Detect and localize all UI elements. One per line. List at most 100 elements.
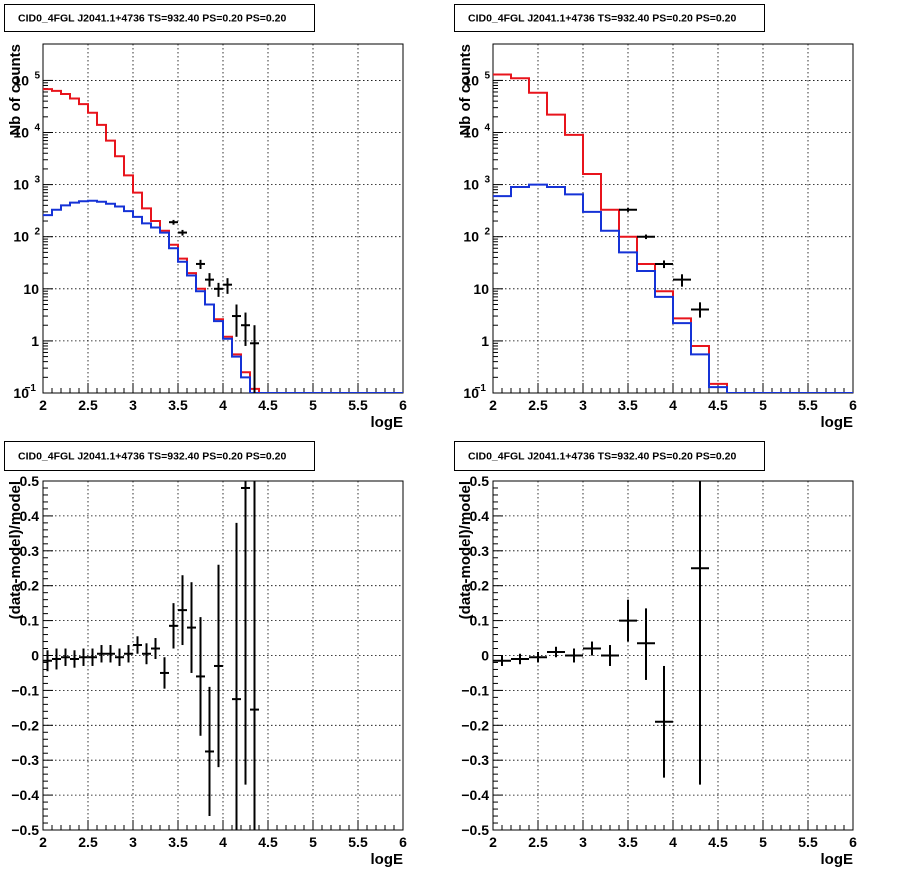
- x-tick-label: 2: [39, 834, 47, 850]
- x-tick-label: 3: [129, 834, 137, 850]
- data-point: [529, 652, 547, 663]
- y-tick-exponent: −1: [25, 383, 37, 394]
- data-point: [178, 229, 187, 236]
- x-tick-label: 5.5: [348, 397, 368, 413]
- x-tick-label: 3: [129, 397, 137, 413]
- data-point: [187, 582, 196, 673]
- data-point: [655, 260, 673, 269]
- y-axis-label: Nb of counts: [7, 44, 24, 136]
- y-tick-label: −0.1: [11, 682, 39, 698]
- y-tick-label: 0.3: [20, 543, 40, 559]
- x-tick-label: 4.5: [258, 397, 278, 413]
- y-tick-label: 10: [13, 125, 29, 141]
- y-tick-label: −0.3: [461, 752, 489, 768]
- x-axis-label: logE: [371, 851, 404, 868]
- x-tick-label: 6: [399, 834, 407, 850]
- data-point: [142, 643, 151, 665]
- data-point: [547, 646, 565, 658]
- x-tick-label: 4.5: [258, 834, 278, 850]
- data-points: [493, 481, 709, 785]
- data-point: [133, 636, 142, 654]
- y-tick-label: 1: [481, 333, 489, 349]
- data-point: [250, 481, 259, 830]
- data-point: [214, 282, 223, 297]
- x-tick-label: 2: [489, 834, 497, 850]
- data-point: [196, 259, 205, 269]
- y-tick-label: −0.2: [11, 717, 39, 733]
- x-tick-label: 5: [309, 397, 317, 413]
- chart-panel-1: CID0_4FGL J2041.1+4736 TS=932.40 PS=0.20…: [4, 4, 407, 431]
- x-tick-label: 4: [219, 397, 227, 413]
- title-box: [4, 4, 315, 32]
- y-tick-label: −0.5: [461, 822, 489, 838]
- x-tick-label: 2.5: [78, 834, 98, 850]
- data-point: [214, 564, 223, 768]
- data-point: [655, 665, 673, 778]
- chart-title: CID0_4FGL J2041.1+4736 TS=932.40 PS=0.20…: [18, 13, 286, 25]
- data-point: [691, 302, 709, 318]
- y-tick-label: 10: [13, 229, 29, 245]
- data-point: [106, 645, 115, 663]
- y-tick-exponent: 3: [484, 175, 490, 186]
- y-tick-label: 0.4: [470, 508, 490, 524]
- y-tick-exponent: 5: [484, 70, 490, 81]
- x-tick-label: 3.5: [618, 834, 638, 850]
- chart-title: CID0_4FGL J2041.1+4736 TS=932.40 PS=0.20…: [18, 451, 286, 463]
- x-tick-label: 6: [849, 834, 857, 850]
- y-tick-label: −0.4: [461, 787, 489, 803]
- y-tick-exponent: 2: [34, 227, 40, 238]
- data-point: [205, 273, 214, 287]
- data-point: [223, 278, 232, 294]
- y-tick-label: 0.5: [20, 473, 40, 489]
- x-tick-label: 5.5: [798, 397, 818, 413]
- chart-panel-4: CID0_4FGL J2041.1+4736 TS=932.40 PS=0.20…: [454, 441, 857, 868]
- x-tick-label: 3.5: [168, 397, 188, 413]
- data-point: [115, 648, 124, 666]
- title-box: [454, 441, 765, 471]
- y-tick-label: 0.3: [470, 543, 490, 559]
- data-point: [493, 655, 511, 666]
- x-tick-label: 5.5: [798, 834, 818, 850]
- y-tick-exponent: 2: [484, 227, 490, 238]
- data-point: [169, 219, 178, 225]
- data-point: [178, 575, 187, 646]
- y-tick-label: 10: [463, 177, 479, 193]
- x-tick-label: 4.5: [708, 397, 728, 413]
- y-tick-exponent: 3: [34, 175, 40, 186]
- x-axis-label: logE: [821, 851, 854, 868]
- data-point: [151, 638, 160, 659]
- x-tick-label: 5: [309, 834, 317, 850]
- x-tick-label: 6: [399, 397, 407, 413]
- x-tick-label: 6: [849, 397, 857, 413]
- data-point: [583, 641, 601, 656]
- y-tick-exponent: −1: [475, 383, 487, 394]
- grid: [493, 481, 853, 830]
- y-tick-label: 0: [31, 648, 39, 664]
- y-tick-label: 1: [31, 333, 39, 349]
- grid: [43, 481, 403, 830]
- data-point: [79, 648, 88, 666]
- data-point: [637, 234, 655, 240]
- x-tick-label: 5: [759, 397, 767, 413]
- data-point: [160, 657, 169, 689]
- y-tick-label: 0.4: [20, 508, 40, 524]
- x-tick-label: 4: [669, 397, 677, 413]
- data-point: [565, 648, 583, 663]
- x-tick-label: 5.5: [348, 834, 368, 850]
- y-tick-label: −0.5: [11, 822, 39, 838]
- x-tick-label: 4: [219, 834, 227, 850]
- y-tick-label: 10: [463, 229, 479, 245]
- y-tick-label: 10: [463, 72, 479, 88]
- data-point: [619, 207, 637, 212]
- x-tick-label: 2: [489, 397, 497, 413]
- data-point: [61, 648, 70, 666]
- y-tick-label: 0.5: [470, 473, 490, 489]
- title-box: [4, 441, 315, 471]
- title-box: [454, 4, 765, 32]
- data-point: [70, 650, 79, 668]
- data-point: [637, 608, 655, 680]
- x-tick-label: 3: [579, 834, 587, 850]
- chart-title: CID0_4FGL J2041.1+4736 TS=932.40 PS=0.20…: [468, 13, 736, 25]
- data-point: [232, 304, 241, 337]
